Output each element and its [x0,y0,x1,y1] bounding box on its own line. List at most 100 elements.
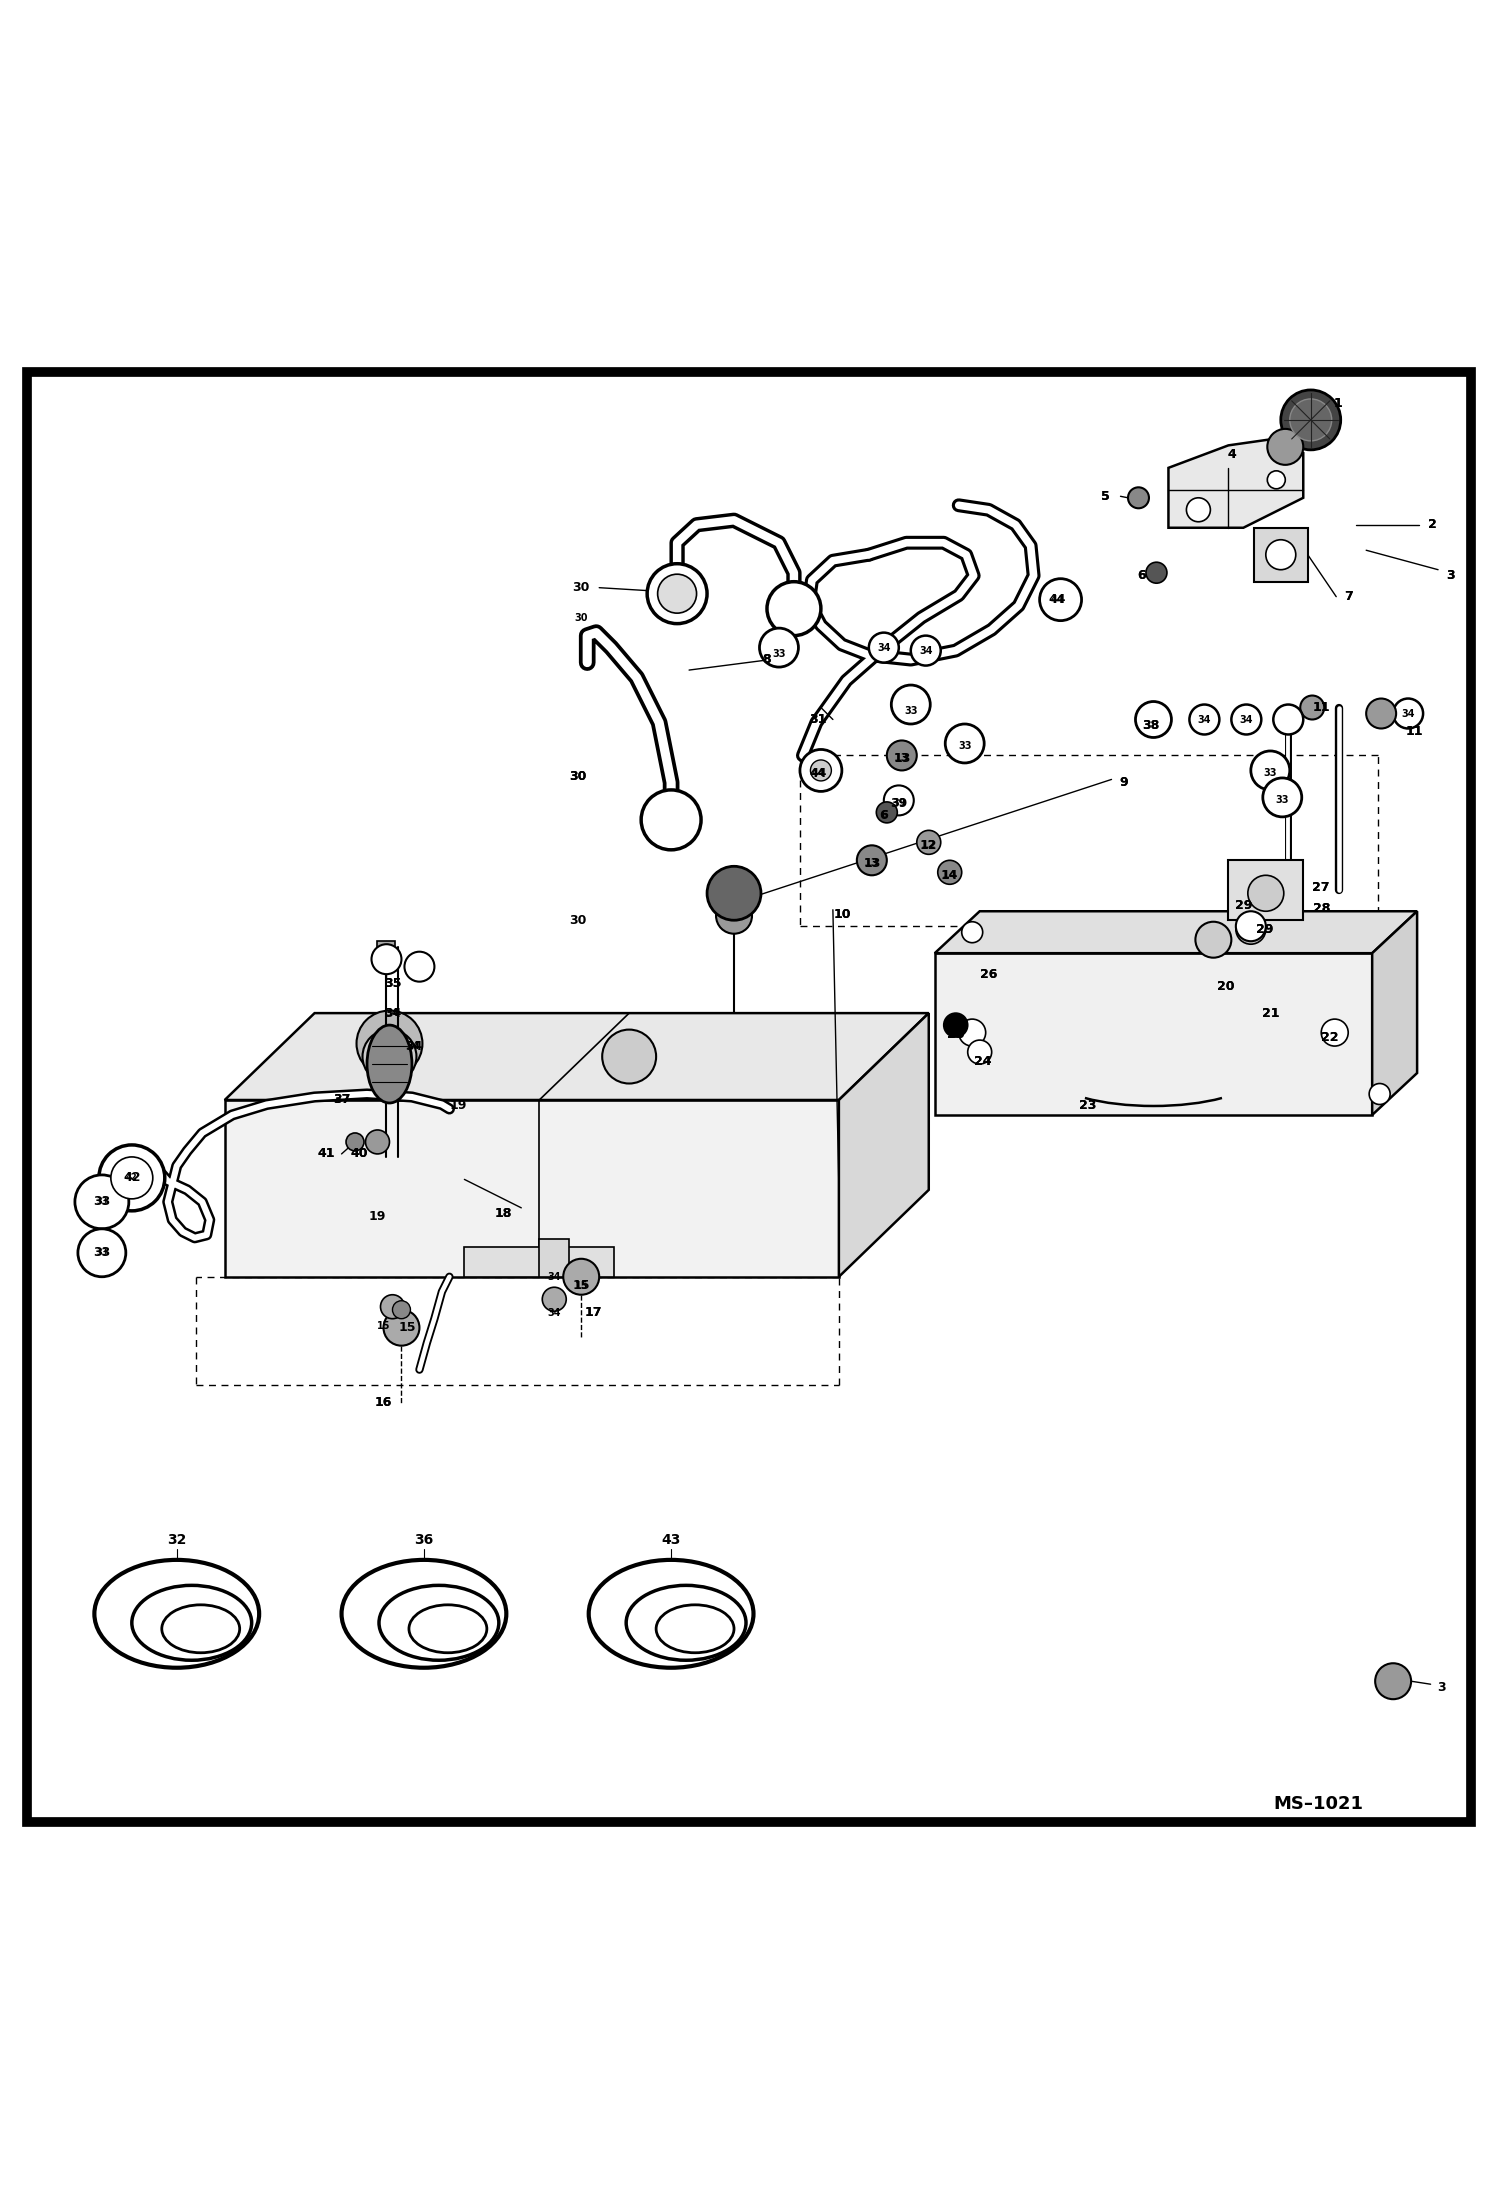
Circle shape [1236,915,1266,943]
Text: 39: 39 [890,796,908,810]
Text: 27: 27 [1312,880,1330,893]
Circle shape [392,1301,410,1319]
Text: 25: 25 [947,1027,965,1040]
Circle shape [641,790,701,849]
Text: 11: 11 [1405,724,1423,737]
Text: 34: 34 [918,645,933,656]
Text: 6: 6 [879,810,888,821]
Text: 35: 35 [383,976,401,989]
Text: 30: 30 [569,770,587,783]
Text: 13: 13 [863,858,881,869]
Text: 21: 21 [1261,1007,1279,1020]
Text: 33: 33 [1263,768,1278,779]
Text: 38: 38 [1141,720,1159,733]
Circle shape [602,1029,656,1084]
Circle shape [542,1288,566,1312]
Ellipse shape [379,1586,499,1661]
Text: 11: 11 [1312,702,1330,713]
Text: 30: 30 [574,612,589,623]
Polygon shape [1168,439,1303,529]
Text: 9: 9 [1119,777,1128,790]
Polygon shape [377,941,395,957]
Circle shape [938,860,962,884]
Text: 34: 34 [876,643,891,652]
Circle shape [363,1029,416,1084]
Bar [1228,860,1303,919]
Text: 26: 26 [980,968,998,981]
Text: 33: 33 [96,1248,108,1257]
Text: 36: 36 [415,1534,433,1547]
Text: 29: 29 [1234,900,1252,913]
Circle shape [800,750,842,792]
Text: 17: 17 [584,1305,602,1319]
Bar [464,1246,614,1277]
Text: 5: 5 [1101,489,1110,502]
Circle shape [1290,399,1332,441]
Circle shape [869,632,899,663]
Text: 17: 17 [584,1305,602,1319]
Circle shape [1135,702,1171,737]
Text: 9: 9 [1119,777,1128,790]
Text: 7: 7 [1344,590,1353,603]
Text: 44: 44 [809,768,827,779]
Text: 37: 37 [333,1093,351,1106]
Text: 43: 43 [662,1534,680,1547]
Circle shape [1040,579,1082,621]
Text: 33: 33 [771,649,786,658]
Text: 21: 21 [1261,1007,1279,1020]
Text: 6: 6 [1137,568,1146,581]
Text: 15: 15 [572,1279,590,1292]
Ellipse shape [94,1560,259,1667]
Text: 3: 3 [1446,568,1455,581]
Polygon shape [839,1014,929,1277]
Text: 32: 32 [168,1534,186,1547]
Circle shape [1248,875,1284,911]
Text: 24: 24 [974,1055,992,1068]
Circle shape [1267,472,1285,489]
Text: 34: 34 [1197,715,1212,724]
Text: 34: 34 [406,1042,421,1051]
Circle shape [372,943,401,974]
Circle shape [1186,498,1210,522]
Circle shape [1281,391,1341,450]
Text: 12: 12 [921,840,936,851]
Ellipse shape [342,1560,506,1667]
Bar [1254,529,1308,581]
Circle shape [78,1229,126,1277]
Text: 30: 30 [572,581,590,595]
Text: 30: 30 [569,770,587,783]
Circle shape [887,742,917,770]
Text: 11: 11 [1312,702,1330,713]
Text: 3: 3 [1446,568,1455,581]
Text: 6: 6 [879,810,888,823]
Bar [539,1240,569,1277]
Circle shape [876,801,897,823]
Text: 2: 2 [1428,518,1437,531]
Circle shape [759,627,798,667]
Text: 42: 42 [123,1172,141,1185]
Text: 1: 1 [1333,397,1342,410]
Text: 33: 33 [903,706,918,715]
Text: 44: 44 [1050,595,1065,606]
Text: 13: 13 [864,858,879,869]
Text: 26: 26 [980,968,998,981]
Text: 22: 22 [1321,1031,1339,1044]
Text: 3: 3 [1437,1681,1446,1694]
Circle shape [884,785,914,816]
Text: 30: 30 [569,913,587,926]
Circle shape [716,897,752,935]
Circle shape [1366,698,1396,728]
Text: 18: 18 [494,1207,512,1220]
Ellipse shape [589,1560,753,1667]
Text: 23: 23 [1079,1099,1097,1112]
Text: 6: 6 [1137,568,1146,581]
Text: 44: 44 [1049,592,1067,606]
Polygon shape [225,1099,839,1277]
Text: 34: 34 [547,1273,562,1281]
Text: 27: 27 [1312,880,1330,893]
Circle shape [383,1310,419,1345]
Text: 8: 8 [762,654,771,667]
Text: 34: 34 [383,1007,401,1020]
Circle shape [1236,911,1266,941]
Text: 19: 19 [369,1211,386,1224]
